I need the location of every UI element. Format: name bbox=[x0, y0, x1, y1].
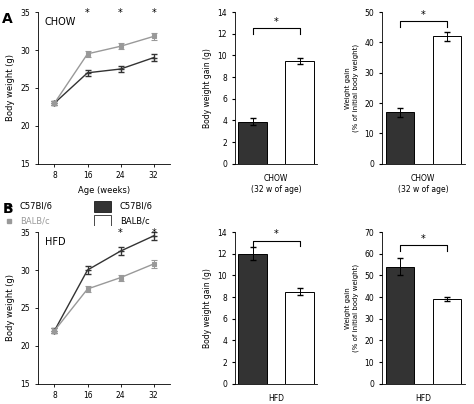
Text: C57Bl/6: C57Bl/6 bbox=[120, 202, 153, 211]
Bar bbox=[433, 299, 461, 384]
Bar bbox=[285, 61, 314, 164]
Text: BALB/c: BALB/c bbox=[20, 216, 49, 225]
Text: *: * bbox=[421, 10, 426, 20]
Text: *: * bbox=[273, 17, 278, 27]
Text: HFD: HFD bbox=[45, 237, 65, 247]
X-axis label: CHOW
(32 w of age): CHOW (32 w of age) bbox=[251, 174, 301, 194]
Bar bbox=[94, 215, 111, 226]
Text: B: B bbox=[2, 202, 13, 216]
Y-axis label: Body weight (g): Body weight (g) bbox=[6, 55, 15, 122]
Text: *: * bbox=[273, 229, 278, 239]
Text: *: * bbox=[421, 234, 426, 244]
X-axis label: Age (weeks): Age (weeks) bbox=[78, 186, 130, 195]
Text: *: * bbox=[151, 8, 156, 18]
Text: C57Bl/6: C57Bl/6 bbox=[20, 202, 53, 211]
Bar bbox=[386, 112, 414, 164]
Text: *: * bbox=[118, 8, 123, 18]
Bar bbox=[238, 254, 267, 384]
X-axis label: HFD
(32 w of age): HFD (32 w of age) bbox=[398, 394, 448, 404]
Bar bbox=[285, 292, 314, 384]
Text: *: * bbox=[118, 228, 123, 238]
Y-axis label: Body weight gain (g): Body weight gain (g) bbox=[203, 268, 212, 348]
Y-axis label: Body weight (g): Body weight (g) bbox=[6, 274, 15, 341]
Text: *: * bbox=[151, 228, 156, 238]
Bar bbox=[94, 201, 111, 212]
Y-axis label: Weight gain
(% of initial body weight): Weight gain (% of initial body weight) bbox=[346, 264, 359, 352]
Y-axis label: Weight gain
(% of initial body weight): Weight gain (% of initial body weight) bbox=[346, 44, 359, 132]
Text: CHOW: CHOW bbox=[45, 17, 76, 27]
Text: BALB/c: BALB/c bbox=[120, 216, 150, 225]
Y-axis label: Body weight gain (g): Body weight gain (g) bbox=[203, 48, 212, 128]
Text: *: * bbox=[85, 8, 90, 18]
Text: A: A bbox=[2, 12, 13, 26]
X-axis label: CHOW
(32 w of age): CHOW (32 w of age) bbox=[398, 174, 448, 194]
Bar bbox=[238, 122, 267, 164]
X-axis label: HFD
(32 w of age): HFD (32 w of age) bbox=[251, 394, 301, 404]
Bar bbox=[433, 36, 461, 164]
Bar bbox=[386, 267, 414, 384]
